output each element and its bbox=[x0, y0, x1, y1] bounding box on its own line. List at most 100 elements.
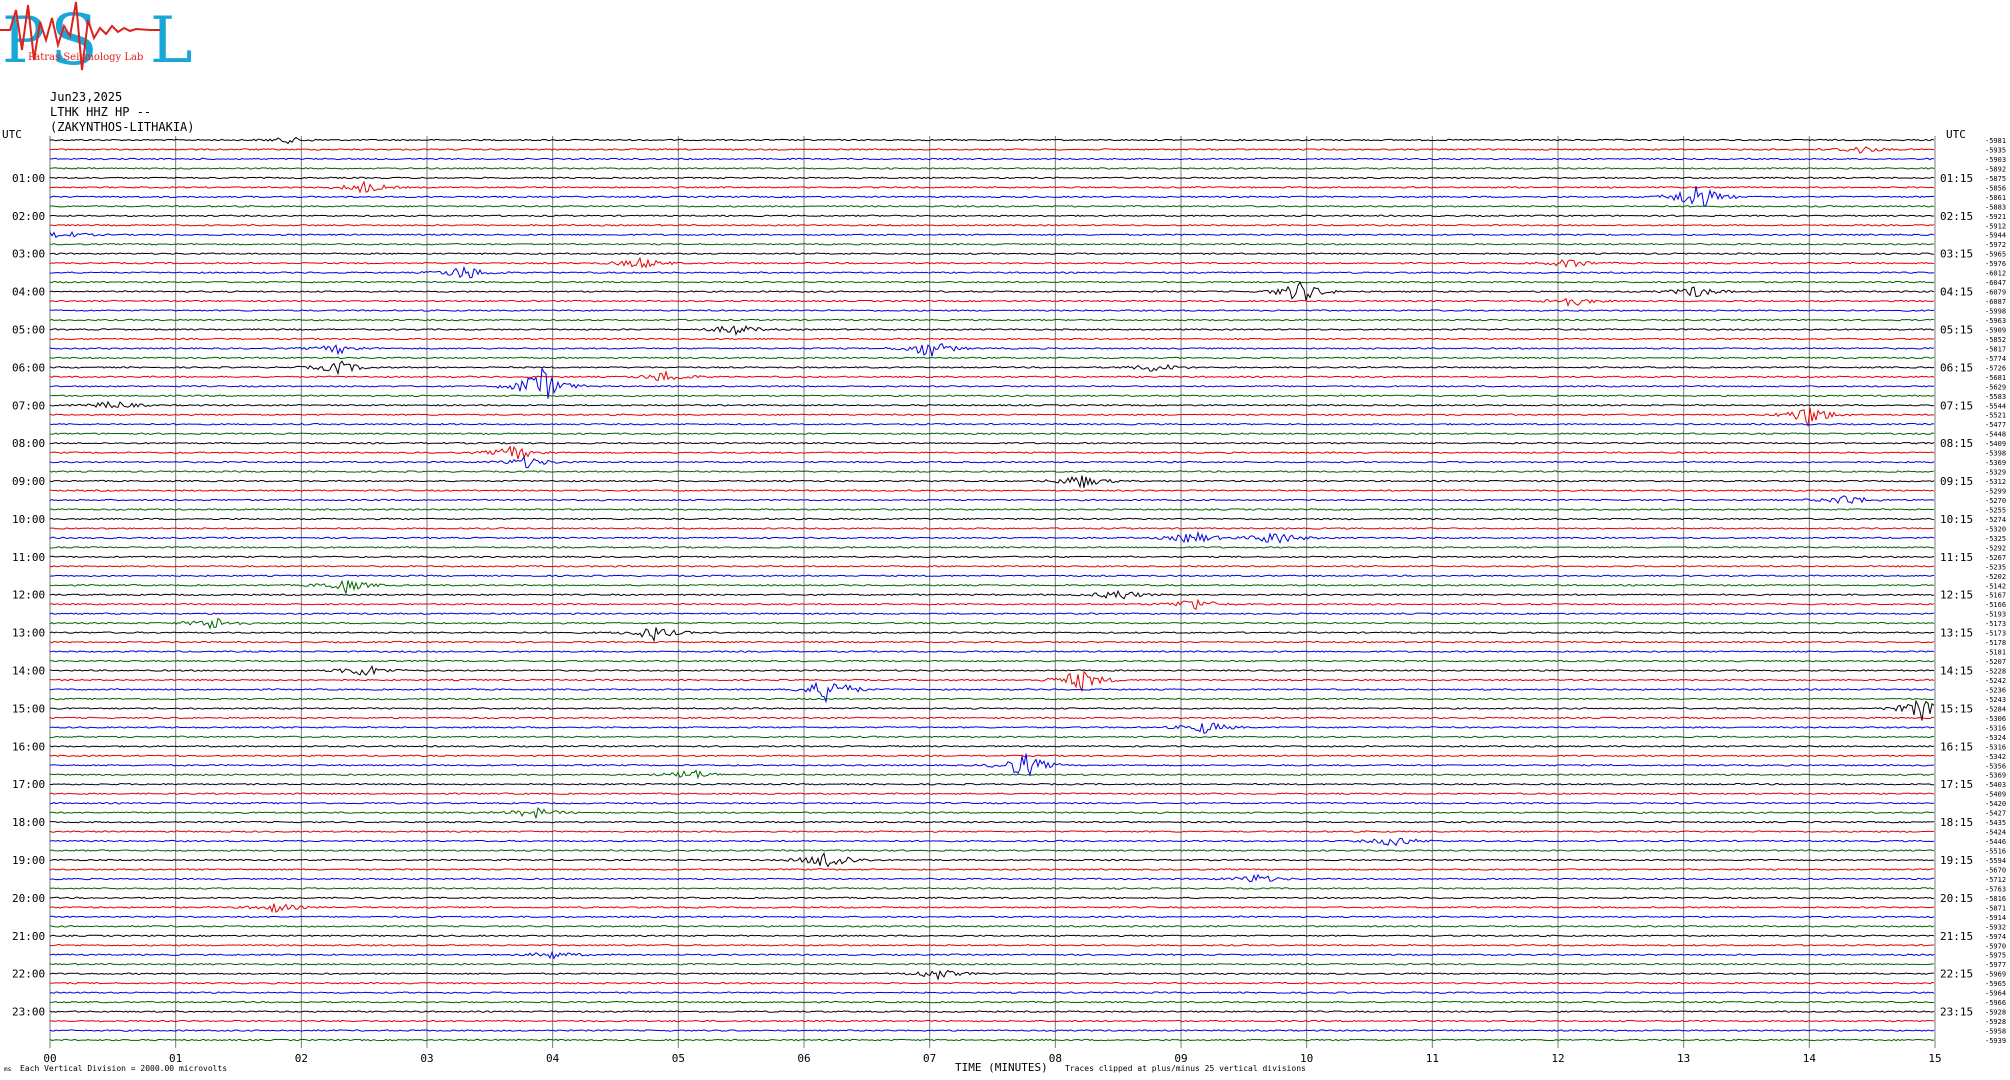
clip-note: Traces clipped at plus/minus 25 vertical… bbox=[1065, 1064, 1306, 1073]
trace-line bbox=[49, 868, 1935, 871]
trace-offset-label: -5970 bbox=[1985, 942, 2006, 950]
x-tick-label: 01 bbox=[169, 1052, 182, 1065]
hour-label-left: 02:00 bbox=[12, 210, 45, 223]
corner-mark: ms bbox=[4, 1066, 12, 1073]
record-date: Jun23,2025 bbox=[50, 90, 123, 104]
trace-line bbox=[49, 337, 1935, 341]
trace-line bbox=[49, 574, 1935, 578]
trace-line bbox=[49, 180, 1935, 194]
trace-line bbox=[49, 297, 1935, 308]
trace-line bbox=[49, 598, 1935, 611]
trace-line bbox=[49, 969, 1935, 981]
trace-offset-label: -5342 bbox=[1985, 753, 2006, 761]
x-tick-label: 11 bbox=[1426, 1052, 1439, 1065]
trace-offset-label: -5369 bbox=[1985, 772, 2006, 780]
trace-line bbox=[49, 530, 1935, 544]
hour-label-right: 15:15 bbox=[1940, 702, 1973, 715]
trace-offset-label: -5242 bbox=[1985, 677, 2006, 685]
trace-offset-label: -5932 bbox=[1985, 923, 2006, 931]
trace-line bbox=[49, 887, 1935, 890]
trace-line bbox=[49, 1019, 1935, 1023]
trace-offset-label: -5270 bbox=[1985, 497, 2006, 505]
axis-labels: UTC UTC 01:00 02:00 03:00 04:00 05:00 06:00 07:0… bbox=[2, 128, 2006, 1065]
x-tick-label: 12 bbox=[1551, 1052, 1564, 1065]
trace-offset-label: -5975 bbox=[1985, 952, 2006, 960]
trace-offset-label: -5448 bbox=[1985, 431, 2006, 439]
hour-label-left: 06:00 bbox=[12, 361, 45, 374]
trace-offset-label: -5965 bbox=[1985, 251, 2006, 259]
trace-line bbox=[49, 699, 1935, 721]
trace-line bbox=[49, 223, 1935, 227]
time-gridlines bbox=[49, 136, 1936, 1048]
trace-line bbox=[49, 366, 1935, 399]
trace-offset-label: -5356 bbox=[1985, 762, 2006, 770]
trace-offset-label: -5207 bbox=[1985, 658, 2006, 666]
hour-label-left: 13:00 bbox=[12, 627, 45, 640]
trace-line bbox=[49, 650, 1935, 653]
trace-line bbox=[49, 475, 1935, 489]
trace-line bbox=[49, 849, 1935, 852]
hour-label-left: 18:00 bbox=[12, 816, 45, 829]
trace-line bbox=[49, 527, 1935, 530]
trace-offset-label: -5420 bbox=[1985, 800, 2006, 808]
trace-line bbox=[49, 394, 1935, 398]
trace-line bbox=[49, 407, 1935, 428]
hour-label-right: 16:15 bbox=[1940, 740, 1973, 753]
trace-offset-label: -5398 bbox=[1985, 450, 2006, 458]
trace-offset-label: -5299 bbox=[1985, 488, 2006, 496]
trace-line bbox=[49, 517, 1935, 521]
trace-line bbox=[49, 659, 1935, 663]
hour-label-right: 12:15 bbox=[1940, 589, 1973, 602]
hour-label-right: 17:15 bbox=[1940, 778, 1973, 791]
trace-line bbox=[49, 950, 1935, 960]
trace-offset-label: -5142 bbox=[1985, 582, 2006, 590]
trace-offset-label: -5267 bbox=[1985, 554, 2006, 562]
right-utc-label: UTC bbox=[1946, 128, 1966, 141]
hour-label-right: 13:15 bbox=[1940, 627, 1973, 640]
trace-offset-label: -5166 bbox=[1985, 601, 2006, 609]
trace-line bbox=[49, 360, 1935, 376]
hour-label-left: 10:00 bbox=[12, 513, 45, 526]
hour-label-left: 19:00 bbox=[12, 854, 45, 867]
x-tick-label: 14 bbox=[1803, 1052, 1817, 1065]
hour-label-right: 19:15 bbox=[1940, 854, 1973, 867]
trace-offset-label: -5312 bbox=[1985, 478, 2006, 486]
trace-line bbox=[49, 754, 1935, 758]
trace-line bbox=[50, 1000, 1935, 1004]
trace-line bbox=[49, 146, 1935, 154]
trace-line bbox=[49, 665, 1935, 676]
trace-line bbox=[49, 342, 1935, 357]
trace-line bbox=[49, 873, 1935, 883]
trace-offset-label: -5944 bbox=[1985, 232, 2006, 240]
trace-line bbox=[49, 230, 1935, 239]
hour-label-left: 17:00 bbox=[12, 778, 45, 791]
trace-offset-label: -5255 bbox=[1985, 506, 2006, 514]
x-tick-label: 00 bbox=[43, 1052, 56, 1065]
hour-label-left: 22:00 bbox=[12, 968, 45, 981]
trace-offset-label: -5435 bbox=[1985, 819, 2006, 827]
trace-offset-label: -5856 bbox=[1985, 184, 2006, 192]
trace-line bbox=[49, 489, 1935, 492]
trace-line bbox=[49, 896, 1935, 900]
x-tick-label: 05 bbox=[672, 1052, 685, 1065]
trace-line bbox=[49, 265, 1935, 279]
trace-offset-label: -5939 bbox=[1985, 1037, 2006, 1045]
hour-label-right: 23:15 bbox=[1940, 1006, 1973, 1019]
trace-line bbox=[49, 852, 1935, 868]
trace-offset-label: -5243 bbox=[1985, 696, 2006, 704]
trace-line bbox=[49, 356, 1935, 360]
trace-offset-label: -5963 bbox=[1985, 317, 2006, 325]
trace-offset-label: -5817 bbox=[1985, 345, 2006, 353]
hour-label-right: 03:15 bbox=[1940, 248, 1973, 261]
trace-line bbox=[49, 400, 1935, 409]
x-axis-title: TIME (MINUTES) bbox=[955, 1061, 1048, 1074]
trace-line bbox=[49, 830, 1935, 833]
trace-offset-label: -5316 bbox=[1985, 743, 2006, 751]
trace-offset-label: -5883 bbox=[1985, 203, 2006, 211]
trace-offset-label: -5427 bbox=[1985, 810, 2006, 818]
trace-line bbox=[49, 252, 1935, 255]
hour-label-right: 07:15 bbox=[1940, 399, 1973, 412]
hour-label-right: 20:15 bbox=[1940, 892, 1973, 905]
hour-label-right: 05:15 bbox=[1940, 323, 1973, 336]
trace-offset-label: -5928 bbox=[1985, 1018, 2006, 1026]
